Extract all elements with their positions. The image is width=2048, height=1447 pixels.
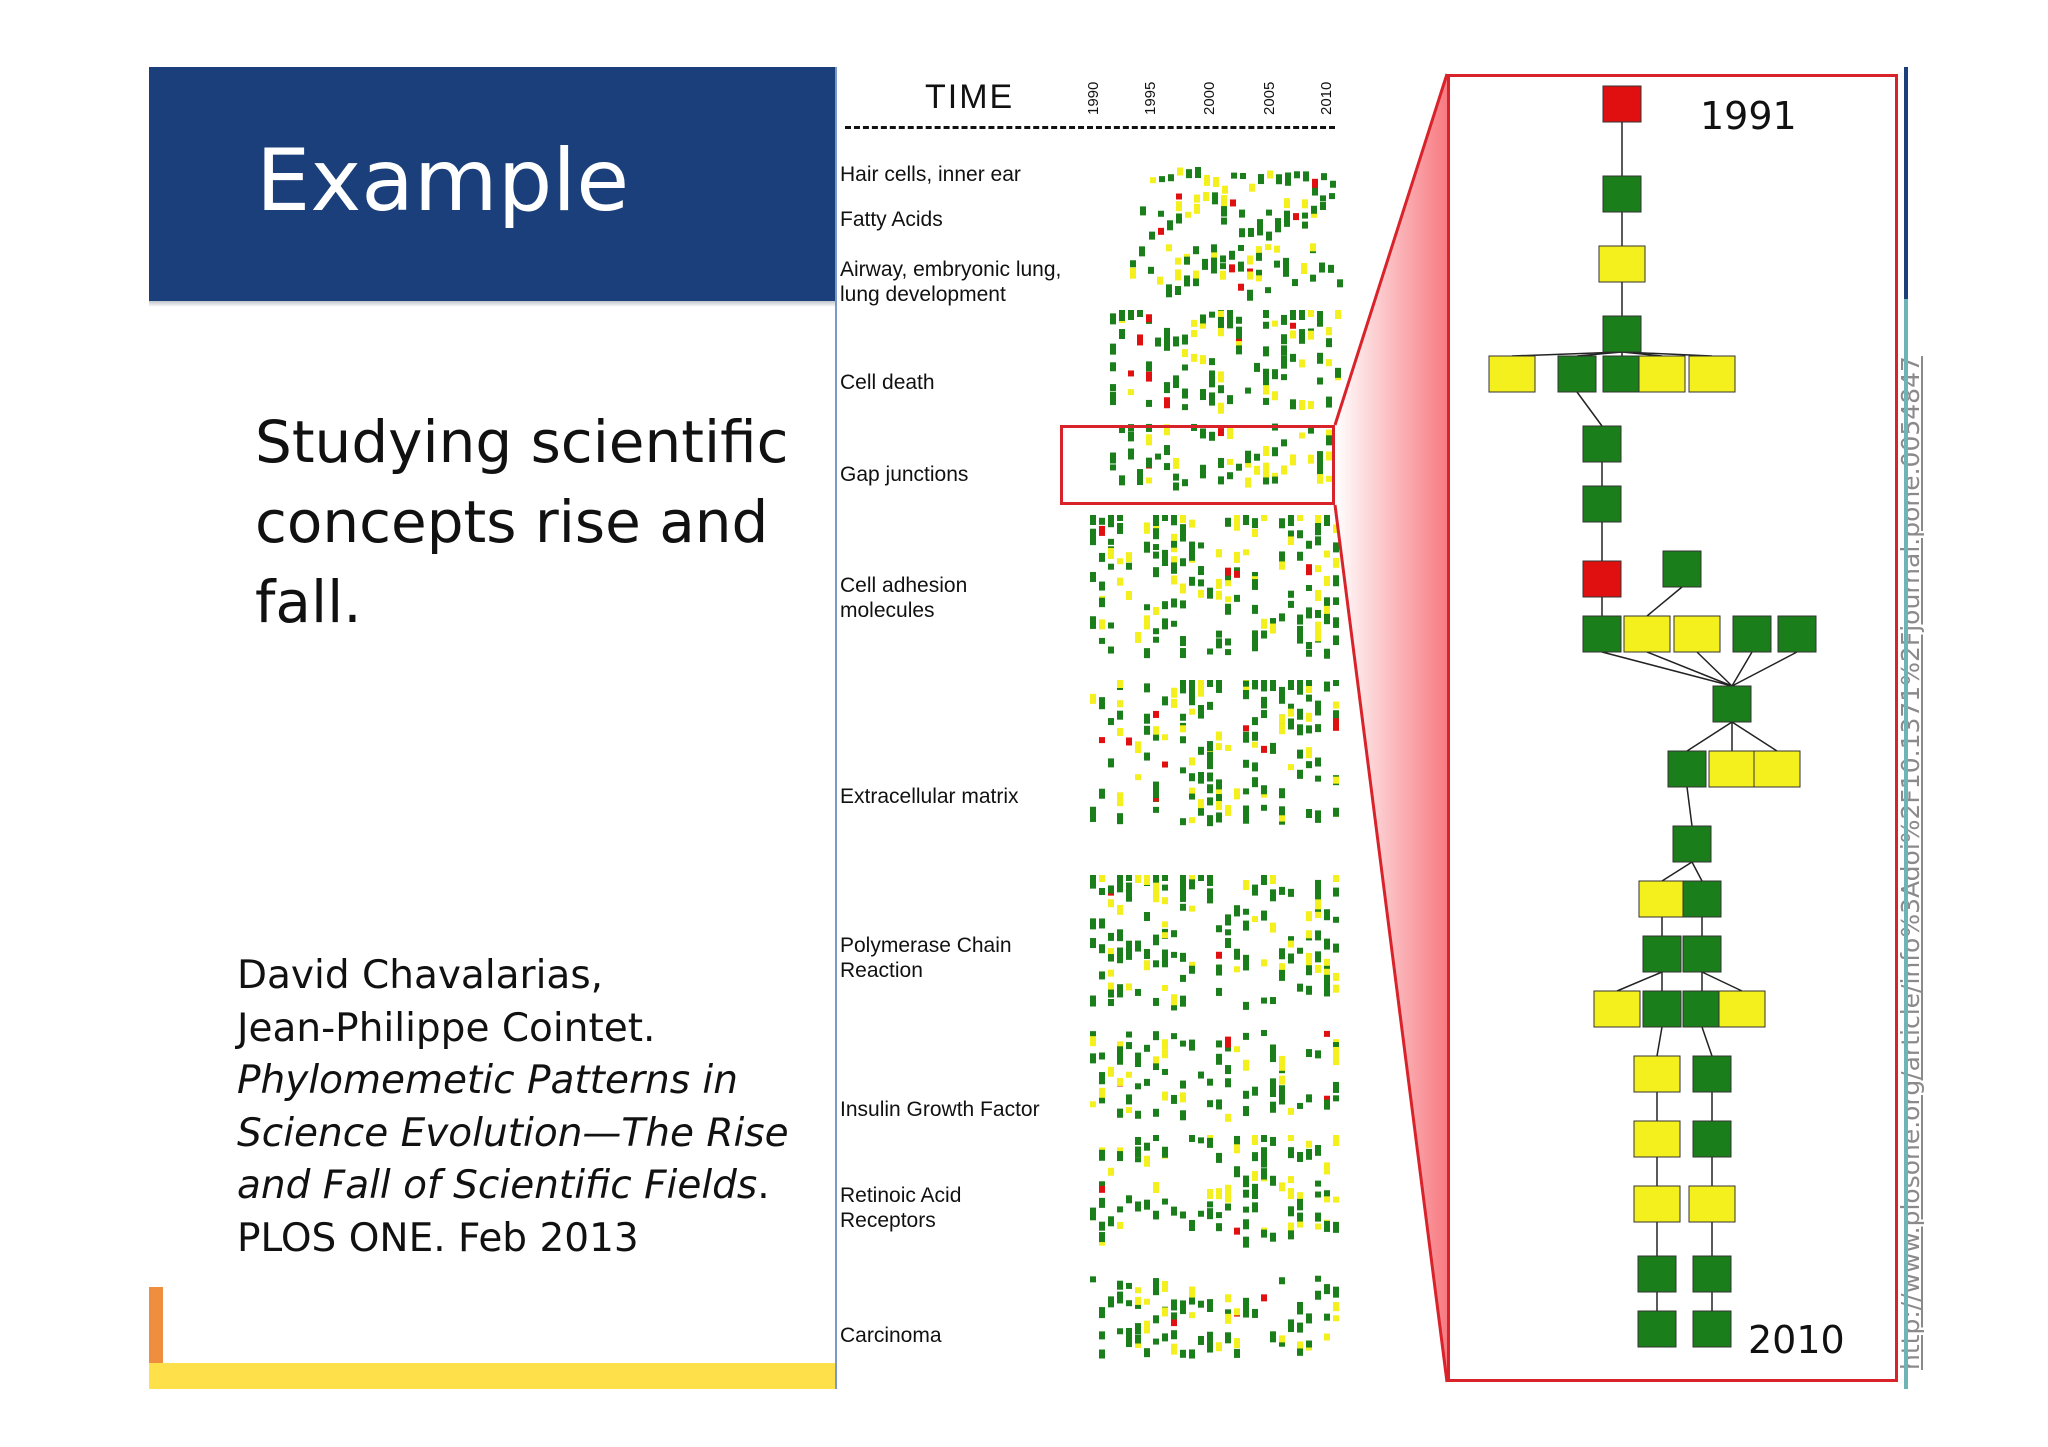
- lineage-node: [1692, 1120, 1732, 1158]
- topic-lineage-2: [1140, 192, 1335, 241]
- lineage-node: [1692, 1055, 1732, 1093]
- lineage-node: [1672, 825, 1712, 863]
- lineage-node: [1582, 615, 1622, 653]
- title-shadow: [149, 301, 836, 307]
- lineage-node: [1633, 1185, 1681, 1223]
- topic-label-6: Cell adhesion molecules: [840, 574, 968, 622]
- lineage-node: [1633, 1120, 1681, 1158]
- lineage-node: [1582, 560, 1622, 598]
- topic-lineage-9: [1090, 1030, 1339, 1122]
- citation: David Chavalarias, Jean-Philippe Cointet…: [237, 950, 827, 1265]
- lineage-node: [1777, 615, 1817, 653]
- lineage-node: [1593, 990, 1641, 1028]
- edge-accent-teal: [1904, 299, 1908, 1389]
- slide-headline: Studying scientific concepts rise and fa…: [255, 408, 789, 636]
- lineage-node: [1582, 425, 1622, 463]
- citation-authors-1: David Chavalarias,: [237, 953, 604, 998]
- topic-label-7: Extracellular matrix: [840, 785, 1019, 808]
- lineage-node: [1637, 1310, 1677, 1348]
- lineage-node: [1623, 615, 1671, 653]
- gap-junctions-highlight: [1060, 425, 1335, 505]
- lineage-edges: [1511, 122, 1798, 1311]
- title-band: [149, 67, 836, 301]
- topic-label-8: Polymerase Chain Reaction: [840, 934, 1012, 982]
- lineage-node: [1582, 485, 1622, 523]
- topic-lineage-6: [1090, 515, 1339, 659]
- orange-accent: [149, 1287, 163, 1363]
- lineage-node: [1692, 1310, 1732, 1348]
- lineage-node: [1718, 990, 1766, 1028]
- lineage-node: [1708, 750, 1756, 788]
- lineage-node: [1638, 355, 1686, 393]
- lineage-node: [1662, 550, 1702, 588]
- lineage-node: [1642, 935, 1682, 973]
- topic-label-10: Retinoic Acid Receptors: [840, 1184, 962, 1232]
- lineage-node: [1688, 355, 1736, 393]
- lineage-node: [1602, 315, 1642, 353]
- topic-label-9: Insulin Growth Factor: [840, 1098, 1040, 1121]
- lineage-node: [1682, 880, 1722, 918]
- lineage-node: [1557, 355, 1597, 393]
- detail-start-year: 1991: [1700, 94, 1797, 138]
- topic-label-5: Gap junctions: [840, 463, 969, 486]
- phylomemetic-diagram: [1090, 167, 1343, 1359]
- lineage-node: [1602, 175, 1642, 213]
- citation-authors-2: Jean-Philippe Cointet.: [237, 1005, 656, 1051]
- lineage-node: [1598, 245, 1646, 283]
- slide-title: Example: [256, 131, 630, 231]
- citation-venue: PLOS ONE. Feb 2013: [237, 1215, 639, 1261]
- lineage-node: [1673, 615, 1721, 653]
- topic-lineage-1: [1150, 167, 1336, 196]
- topic-lineage-10: [1090, 1135, 1339, 1248]
- topic-lineage-7: [1090, 680, 1339, 827]
- yellow-footer-bar: [149, 1363, 835, 1389]
- topic-lineage-3: [1130, 243, 1343, 301]
- lineage-node: [1682, 935, 1722, 973]
- citation-title-end: .: [757, 1163, 770, 1208]
- lineage-node: [1602, 355, 1642, 393]
- citation-title: Phylomemetic Patterns in Science Evoluti…: [237, 1055, 827, 1213]
- topic-lineage-4: [1110, 310, 1341, 414]
- edge-accent-blue: [1904, 67, 1908, 299]
- zoom-cone-edge-top: [1333, 73, 1449, 426]
- source-url[interactable]: http://www.plosone.org/article/info%3Ado…: [1896, 356, 1925, 1370]
- lineage-node: [1642, 990, 1682, 1028]
- lineage-node: [1753, 750, 1801, 788]
- panel-divider: [835, 67, 837, 1389]
- lineage-node: [1682, 990, 1722, 1028]
- topic-lineage-8: [1090, 875, 1339, 1011]
- topic-label-4: Cell death: [840, 371, 935, 394]
- topic-label-1: Hair cells, inner ear: [840, 163, 1021, 186]
- zoom-cone-edge-bottom: [1333, 504, 1449, 1383]
- lineage-node: [1637, 1255, 1677, 1293]
- topic-label-2: Fatty Acids: [840, 208, 943, 231]
- topic-lineage-11: [1090, 1275, 1339, 1359]
- topic-label-3: Airway, embryonic lung, lung development: [840, 258, 1062, 306]
- lineage-node: [1667, 750, 1707, 788]
- lineage-node: [1602, 85, 1642, 123]
- lineage-node: [1732, 615, 1772, 653]
- detail-end-year: 2010: [1748, 1318, 1845, 1362]
- time-axis-label: TIME: [925, 78, 1015, 116]
- zoom-cone-fill: [1335, 74, 1447, 1382]
- citation-title-italic: Phylomemetic Patterns in Science Evoluti…: [237, 1058, 789, 1208]
- lineage-node: [1692, 1255, 1732, 1293]
- lineage-node: [1488, 355, 1536, 393]
- time-axis-line: [845, 126, 1335, 129]
- lineage-node: [1712, 685, 1752, 723]
- topic-label-11: Carcinoma: [840, 1324, 942, 1347]
- detail-frame: [1447, 74, 1898, 1382]
- lineage-node: [1688, 1185, 1736, 1223]
- lineage-node: [1633, 1055, 1681, 1093]
- gap-junctions-lineage: [1488, 85, 1817, 1348]
- lineage-node: [1638, 880, 1686, 918]
